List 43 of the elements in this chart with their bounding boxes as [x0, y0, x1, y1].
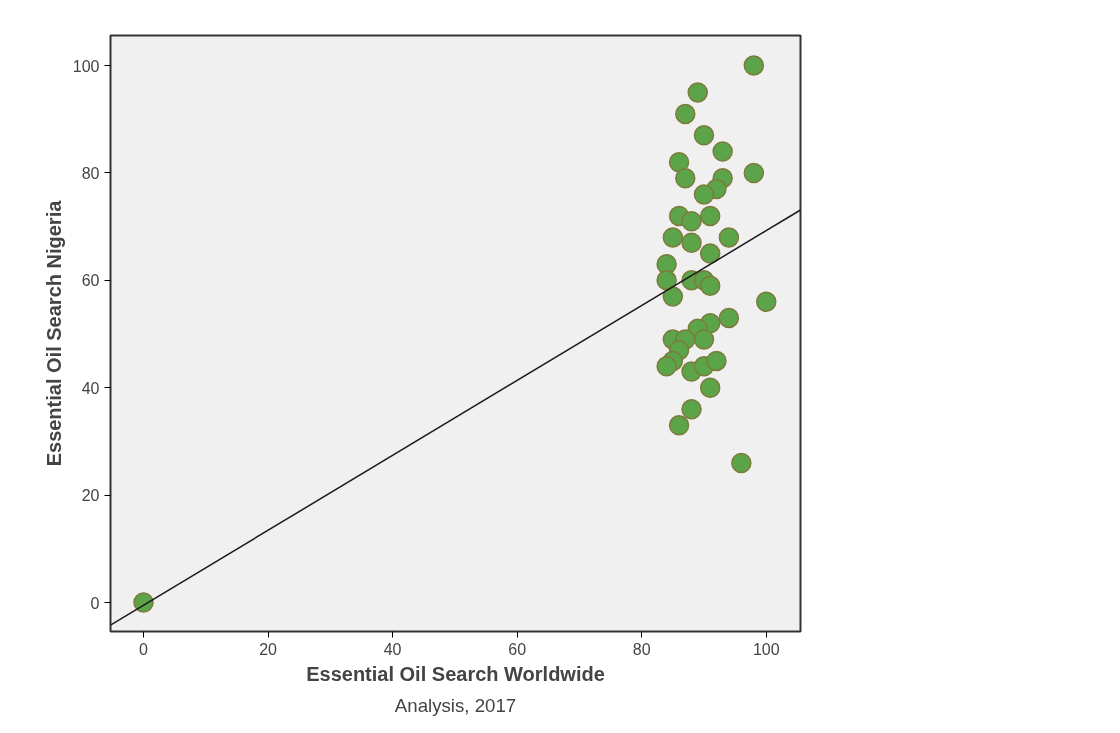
point	[675, 168, 696, 189]
point	[662, 286, 684, 307]
y-axis-title: Essential Oil Search Nigeria	[42, 199, 65, 467]
y-tick-label: 60	[81, 272, 100, 290]
point	[656, 356, 677, 377]
point	[681, 211, 702, 232]
point	[687, 82, 708, 103]
point	[693, 329, 715, 350]
x-tick-label: 0	[139, 640, 149, 658]
y-tick-label: 20	[81, 487, 100, 505]
point	[681, 398, 702, 420]
point	[693, 184, 715, 205]
y-tick-label: 80	[81, 164, 100, 182]
point	[699, 377, 721, 398]
point	[675, 103, 696, 125]
point	[668, 151, 690, 173]
point	[699, 275, 721, 296]
point	[743, 55, 765, 76]
point	[133, 592, 154, 613]
point	[693, 125, 715, 146]
y-tick-label: 40	[81, 379, 100, 397]
x-tick-label: 60	[508, 640, 527, 658]
y-tick-label: 100	[72, 57, 100, 75]
point	[712, 141, 733, 162]
point	[668, 415, 690, 436]
point	[662, 227, 684, 248]
x-tick-label: 40	[383, 640, 402, 658]
point	[756, 291, 777, 313]
y-tick-label: 0	[90, 594, 100, 612]
text: Analysis, 2017	[394, 694, 517, 716]
point	[718, 227, 740, 248]
point	[731, 452, 752, 474]
point	[699, 243, 721, 264]
point	[706, 350, 727, 372]
x-axis-title: Essential Oil Search Worldwide	[306, 662, 605, 685]
point	[743, 162, 765, 184]
x-tick-label: 20	[259, 640, 278, 658]
x-tick-label: 80	[632, 640, 651, 658]
point	[656, 270, 677, 291]
point	[718, 307, 740, 329]
point	[681, 232, 702, 253]
x-tick-label: 100	[752, 640, 780, 658]
point	[699, 205, 721, 227]
